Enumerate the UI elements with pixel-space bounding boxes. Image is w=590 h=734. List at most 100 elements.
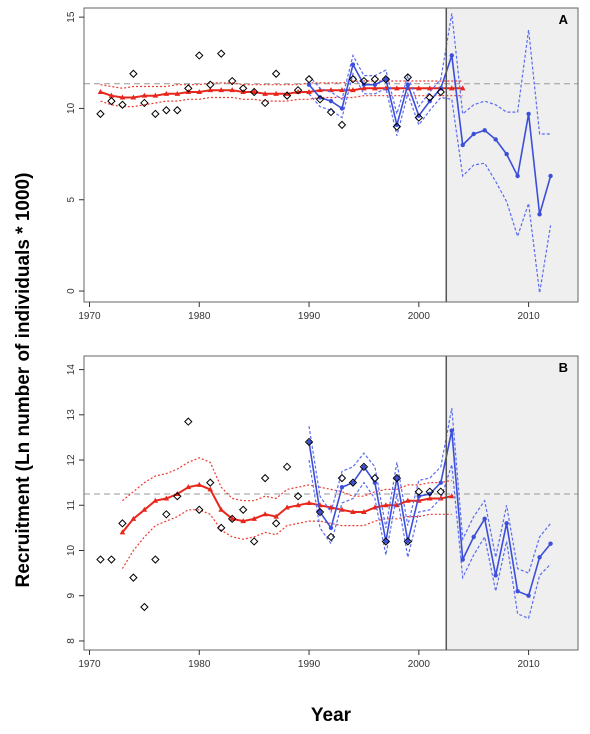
model-point xyxy=(405,497,411,503)
model-point xyxy=(295,502,301,508)
recent-lower-ci xyxy=(308,72,552,293)
observed-point xyxy=(282,91,292,100)
model-point xyxy=(240,518,246,524)
model-point xyxy=(383,502,389,508)
model-point xyxy=(306,89,312,94)
model-point xyxy=(448,85,455,91)
model-line xyxy=(100,87,463,99)
model-point xyxy=(394,502,400,508)
x-tick-label: 1980 xyxy=(188,659,211,670)
observed-point xyxy=(195,505,204,514)
observed-point xyxy=(425,93,435,102)
observed-point xyxy=(370,75,380,84)
observed-point xyxy=(184,84,193,93)
model-point xyxy=(273,90,279,96)
observed-point xyxy=(381,75,391,84)
observed-point xyxy=(392,473,402,483)
model-point xyxy=(416,85,422,91)
model-point xyxy=(339,87,345,93)
observed-point xyxy=(162,510,171,519)
x-tick-label: 1980 xyxy=(188,311,211,322)
observed-point xyxy=(403,73,413,82)
observed-point xyxy=(151,555,160,564)
recent-point xyxy=(493,573,498,578)
observed-point xyxy=(436,487,445,496)
model-point xyxy=(185,484,192,490)
recent-point xyxy=(339,484,345,490)
model-point xyxy=(163,495,170,501)
model-point xyxy=(196,89,203,94)
observed-point xyxy=(436,87,445,97)
y-tick-label: 10 xyxy=(66,102,77,114)
model-point xyxy=(108,92,115,98)
panel-b: 1970 1980 1990 2000 2010 8 9 10 11 12 13 14 B xyxy=(66,355,579,670)
recent-point xyxy=(526,111,531,117)
observed-point xyxy=(140,602,149,612)
model-point xyxy=(130,94,137,100)
model-point xyxy=(207,486,214,492)
observed-point xyxy=(260,98,270,108)
model-point xyxy=(196,481,203,487)
observed-point xyxy=(293,85,303,95)
observed-point xyxy=(293,492,303,501)
observed-point xyxy=(282,462,292,472)
observed-point xyxy=(238,84,248,93)
recent-point xyxy=(460,142,465,148)
recent-point xyxy=(383,77,389,82)
x-tick-label: 1970 xyxy=(78,311,101,322)
model-point xyxy=(163,90,170,96)
observed-point xyxy=(238,505,248,514)
model-point xyxy=(306,500,312,505)
observed-point xyxy=(337,473,347,483)
shaded-projection-region xyxy=(446,356,578,650)
model-point xyxy=(251,515,257,521)
observed-point xyxy=(129,573,138,582)
model-point xyxy=(350,509,356,515)
observed-point xyxy=(217,49,226,58)
x-tick-label: 1970 xyxy=(78,659,101,670)
model-point xyxy=(262,90,268,96)
recent-point xyxy=(515,589,520,594)
model-point xyxy=(119,94,126,100)
observed-point xyxy=(381,537,391,546)
model-point xyxy=(350,87,356,93)
x-axis-label: Year xyxy=(311,705,352,726)
model-point xyxy=(284,504,290,510)
y-tick-label: 13 xyxy=(66,409,77,421)
model-point xyxy=(361,509,367,515)
recent-point xyxy=(493,137,498,142)
y-tick-label: 15 xyxy=(66,11,77,23)
y-axis-label: Recruitment (Ln number of individuals * … xyxy=(13,173,34,588)
observed-point xyxy=(151,109,160,119)
observed-point xyxy=(162,106,171,115)
recent-point xyxy=(306,439,312,445)
observed-point xyxy=(249,537,259,546)
observed-point xyxy=(315,95,325,104)
recent-point xyxy=(460,557,465,562)
model-point xyxy=(251,89,257,94)
observed-point xyxy=(425,487,435,496)
model-point xyxy=(273,513,279,519)
recent-point xyxy=(438,480,443,485)
x-tick-label: 1990 xyxy=(298,311,321,322)
recent-point xyxy=(482,128,487,133)
observed-point xyxy=(271,69,281,78)
model-point xyxy=(229,87,235,93)
recent-point xyxy=(361,464,367,470)
observed-point xyxy=(249,87,259,97)
observed-point xyxy=(173,106,182,115)
observed-point xyxy=(96,109,105,119)
observed-point xyxy=(173,492,182,501)
recent-point xyxy=(306,82,312,87)
observed-point xyxy=(195,51,204,60)
observed-point xyxy=(206,478,215,487)
model-point xyxy=(207,87,214,93)
recent-point xyxy=(449,428,454,433)
y-tick-label: 9 xyxy=(66,593,77,599)
recent-point xyxy=(471,534,476,540)
y-tick-label: 12 xyxy=(66,454,77,466)
model-point xyxy=(152,497,159,503)
observed-point xyxy=(414,487,424,496)
observed-point xyxy=(392,122,402,131)
x-tick-label: 1990 xyxy=(298,659,321,670)
